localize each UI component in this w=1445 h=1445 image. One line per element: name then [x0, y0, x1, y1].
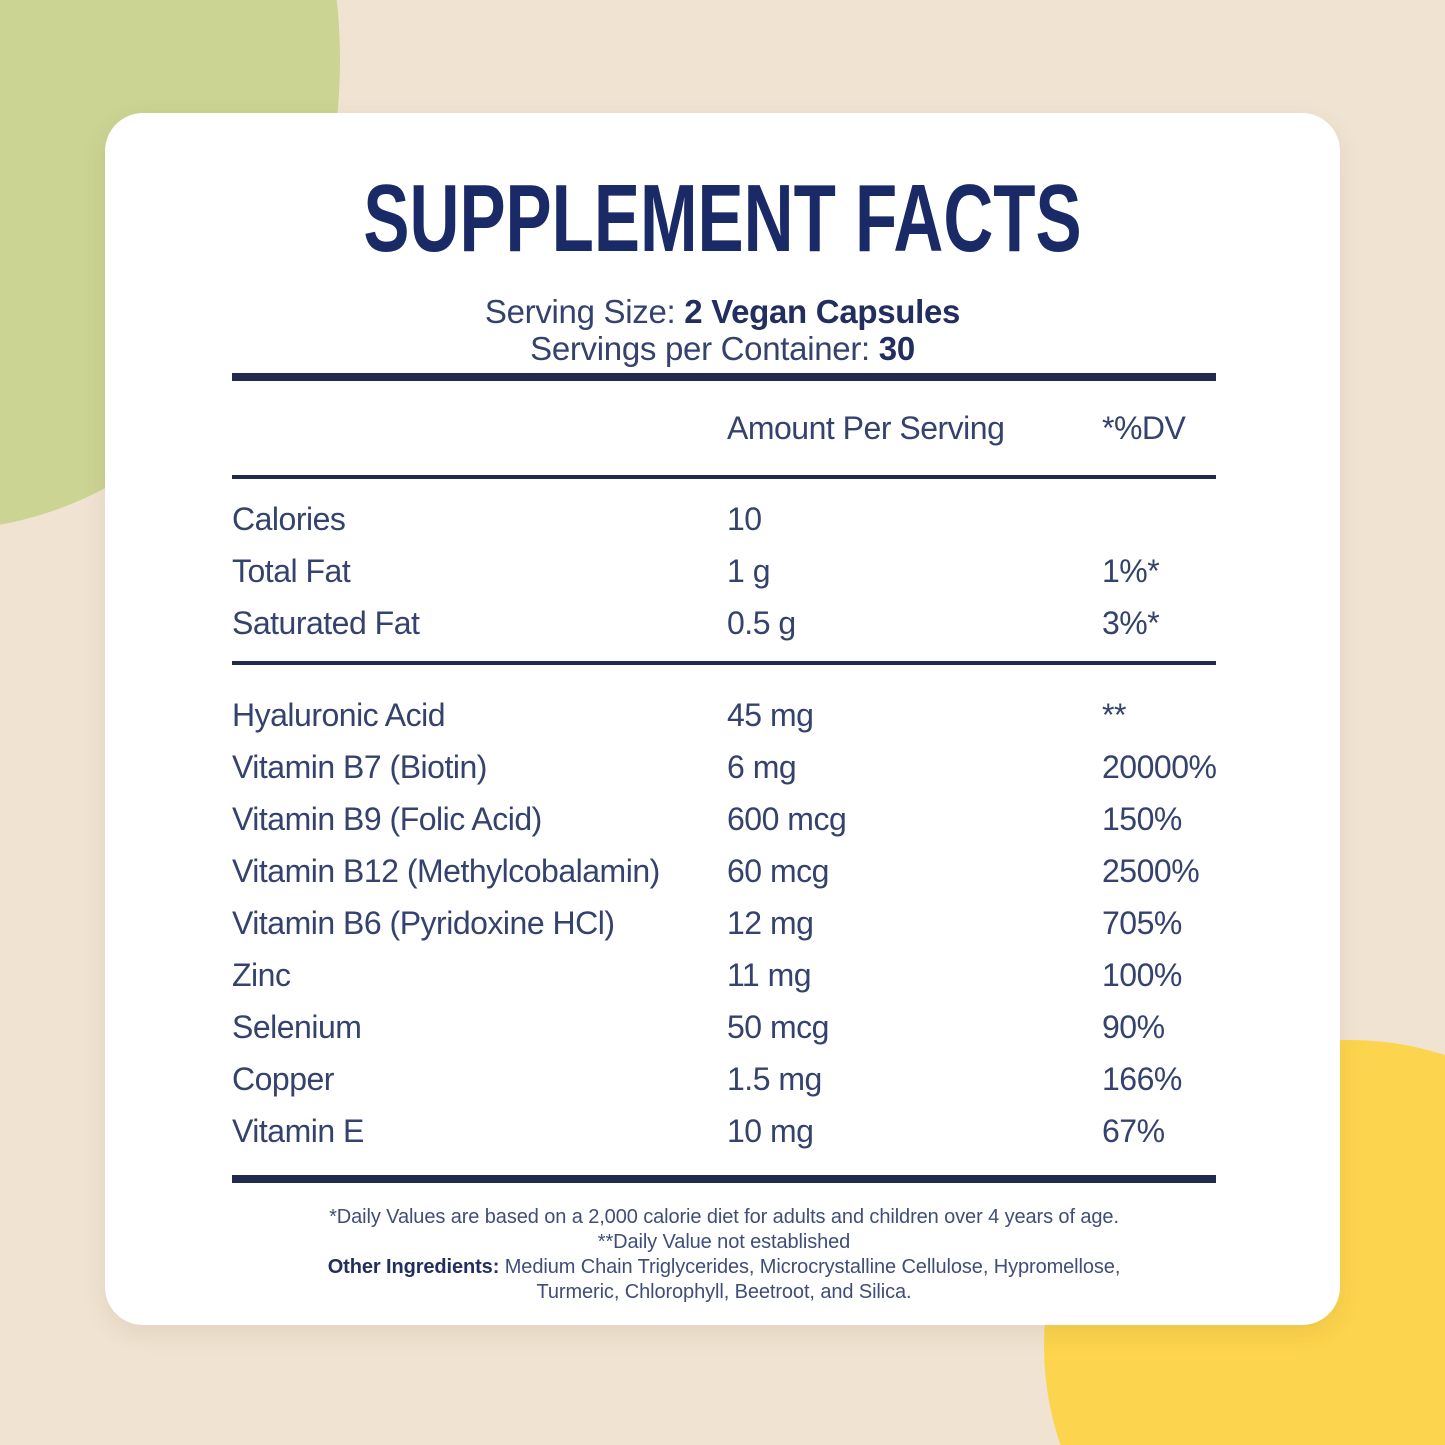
table-header-row: Amount Per Serving *%DV [232, 381, 1216, 475]
nutrient-name: Zinc [232, 956, 291, 993]
nutrient-name: Hyaluronic Acid [232, 696, 446, 733]
nutrient-name: Copper [232, 1060, 334, 1097]
servings-per-container-line: Servings per Container: 30 [105, 330, 1340, 367]
serving-size-value: 2 Vegan Capsules [684, 293, 961, 330]
nutrient-section: Hyaluronic Acid 45 mg ** Vitamin B7 (Bio… [232, 665, 1217, 1157]
table-row: Vitamin B12 (Methylcobalamin) 60 mcg 250… [232, 845, 1216, 897]
nutrient-dv: 2500% [1102, 852, 1200, 889]
page-title: SUPPLEMENT FACTS [363, 165, 1082, 272]
nutrient-name: Vitamin B6 (Pyridoxine HCl) [232, 904, 615, 941]
nutrient-dv: 1%* [1102, 552, 1160, 589]
nutrient-amount: 0.5 g [727, 604, 796, 641]
nutrient-dv: 100% [1102, 956, 1182, 993]
nutrient-name: Selenium [232, 1008, 362, 1045]
nutrient-dv: 3%* [1102, 604, 1160, 641]
footnotes: *Daily Values are based on a 2,000 calor… [284, 1205, 1164, 1305]
nutrient-amount: 10 mg [727, 1112, 814, 1149]
nutrient-name: Vitamin B7 (Biotin) [232, 748, 487, 785]
header-dv: *%DV [1102, 409, 1186, 446]
serving-info: Serving Size: 2 Vegan Capsules Servings … [105, 293, 1340, 367]
nutrient-amount: 60 mcg [727, 852, 829, 889]
nutrient-dv: 67% [1102, 1112, 1165, 1149]
macro-section: Calories 10 Total Fat 1 g 1%* Saturated … [232, 479, 1216, 661]
nutrient-name: Total Fat [232, 552, 351, 589]
nutrient-dv: 705% [1102, 904, 1182, 941]
table-row: Vitamin E 10 mg 67% [232, 1105, 1216, 1157]
table-row: Copper 1.5 mg 166% [232, 1053, 1216, 1105]
other-ingredients-label: Other Ingredients: [327, 1256, 500, 1278]
nutrient-amount: 1 g [727, 552, 770, 589]
serving-size-line: Serving Size: 2 Vegan Capsules [105, 293, 1340, 330]
nutrient-dv: ** [1102, 696, 1126, 733]
table-row: Zinc 11 mg 100% [232, 949, 1216, 1001]
footnote-daily-values: *Daily Values are based on a 2,000 calor… [329, 1206, 1119, 1228]
nutrient-amount: 600 mcg [727, 800, 847, 837]
table-row: Saturated Fat 0.5 g 3%* [232, 597, 1216, 649]
table-row: Vitamin B9 (Folic Acid) 600 mcg 150% [232, 793, 1216, 845]
divider-bottom-thick [232, 1175, 1216, 1183]
nutrient-amount: 10 [727, 500, 762, 537]
nutrient-amount: 11 mg [727, 956, 812, 993]
serving-size-label: Serving Size: [484, 293, 685, 330]
footnote-not-established: **Daily Value not established [597, 1231, 851, 1253]
nutrient-amount: 50 mcg [727, 1008, 829, 1045]
nutrient-name: Vitamin B12 (Methylcobalamin) [232, 852, 660, 889]
header-amount-per-serving: Amount Per Serving [727, 409, 1005, 446]
table-row: Vitamin B7 (Biotin) 6 mg 20000% [232, 741, 1217, 793]
table-row: Selenium 50 mcg 90% [232, 1001, 1216, 1053]
nutrient-dv: 150% [1102, 800, 1182, 837]
facts-table: Amount Per Serving *%DV Calories 10 Tota… [232, 373, 1217, 1305]
nutrient-dv: 90% [1102, 1008, 1165, 1045]
nutrient-name: Saturated Fat [232, 604, 420, 641]
other-ingredients-text: Medium Chain Triglycerides, Microcrystal… [499, 1256, 1121, 1303]
nutrient-name: Vitamin B9 (Folic Acid) [232, 800, 542, 837]
servings-per-container-value: 30 [878, 330, 915, 367]
nutrient-name: Vitamin E [232, 1112, 364, 1149]
nutrient-amount: 12 mg [727, 904, 814, 941]
nutrient-dv: 20000% [1102, 748, 1217, 785]
divider-top-thick [232, 373, 1216, 381]
table-row: Vitamin B6 (Pyridoxine HCl) 12 mg 705% [232, 897, 1216, 949]
divider-under-header [232, 475, 1216, 479]
nutrient-dv: 166% [1102, 1060, 1182, 1097]
divider-mid [232, 661, 1216, 665]
nutrient-amount: 45 mg [727, 696, 814, 733]
table-row: Total Fat 1 g 1%* [232, 545, 1216, 597]
nutrient-name: Calories [232, 500, 346, 537]
footnote-other-ingredients: Other Ingredients: Medium Chain Triglyce… [284, 1255, 1164, 1305]
supplement-facts-card: SUPPLEMENT FACTS Serving Size: 2 Vegan C… [105, 113, 1340, 1325]
table-row: Hyaluronic Acid 45 mg ** [232, 689, 1216, 741]
table-row: Calories 10 [232, 493, 1216, 545]
nutrient-amount: 6 mg [727, 748, 797, 785]
nutrient-amount: 1.5 mg [727, 1060, 822, 1097]
servings-per-container-label: Servings per Container: [530, 330, 879, 367]
